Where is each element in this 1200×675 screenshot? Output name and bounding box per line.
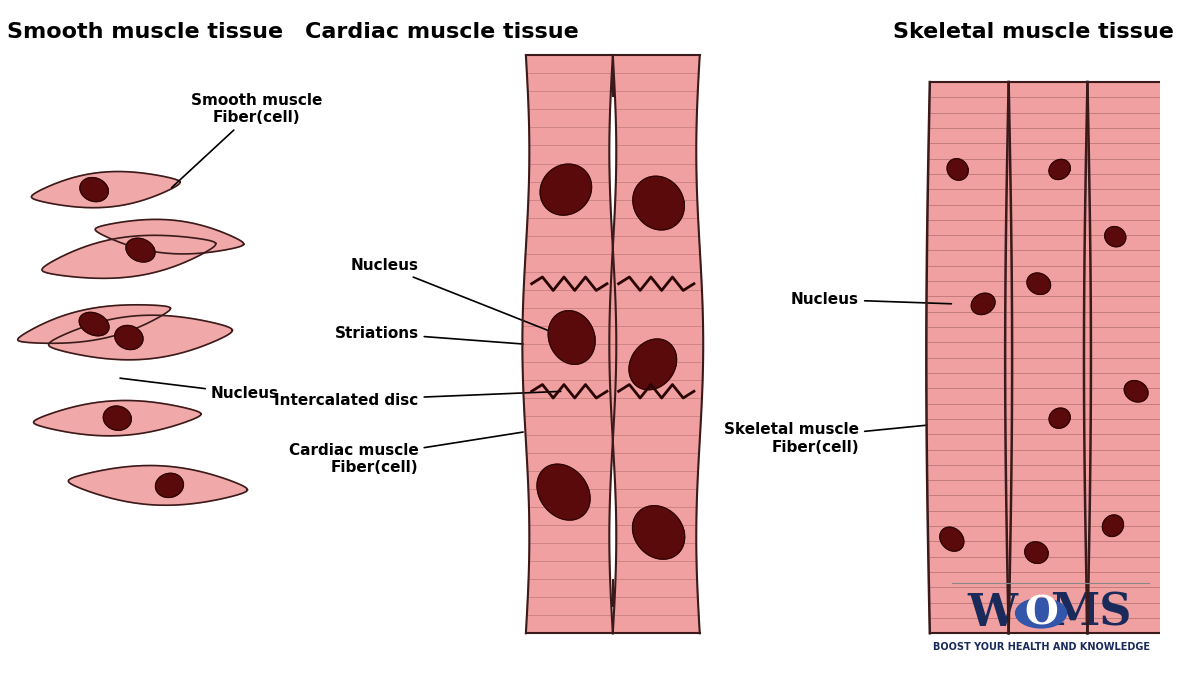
Circle shape — [1015, 598, 1067, 628]
Polygon shape — [632, 506, 685, 559]
Text: Intercalated disc: Intercalated disc — [275, 392, 560, 408]
Polygon shape — [632, 176, 684, 230]
Text: Nucleus: Nucleus — [350, 259, 563, 336]
Polygon shape — [538, 464, 590, 520]
Polygon shape — [103, 406, 131, 430]
Polygon shape — [947, 159, 968, 180]
Polygon shape — [49, 315, 233, 360]
Text: MS: MS — [1050, 591, 1132, 634]
Text: Skeletal muscle tissue: Skeletal muscle tissue — [893, 22, 1174, 42]
Text: W: W — [967, 591, 1018, 634]
Polygon shape — [1025, 542, 1048, 564]
Polygon shape — [540, 164, 592, 215]
Polygon shape — [68, 466, 247, 506]
Polygon shape — [31, 171, 180, 208]
Text: BOOST YOUR HEALTH AND KNOWLEDGE: BOOST YOUR HEALTH AND KNOWLEDGE — [932, 642, 1150, 652]
Polygon shape — [610, 55, 703, 633]
Text: O: O — [1025, 594, 1058, 632]
Polygon shape — [548, 310, 595, 364]
Polygon shape — [115, 325, 143, 350]
Polygon shape — [926, 82, 1012, 633]
Text: Cardiac muscle tissue: Cardiac muscle tissue — [305, 22, 578, 42]
Polygon shape — [34, 400, 202, 436]
Text: Smooth muscle tissue: Smooth muscle tissue — [7, 22, 283, 42]
Polygon shape — [1103, 515, 1123, 537]
Polygon shape — [940, 527, 964, 551]
Polygon shape — [1049, 159, 1070, 180]
Polygon shape — [42, 236, 216, 278]
Polygon shape — [18, 305, 170, 344]
Polygon shape — [156, 473, 184, 497]
Polygon shape — [971, 293, 995, 315]
Text: Nucleus: Nucleus — [120, 378, 278, 401]
Polygon shape — [1049, 408, 1070, 428]
Text: Nucleus: Nucleus — [791, 292, 952, 307]
Polygon shape — [1084, 82, 1170, 633]
Polygon shape — [1124, 381, 1148, 402]
Polygon shape — [1006, 82, 1091, 633]
Polygon shape — [522, 55, 617, 633]
Polygon shape — [79, 313, 109, 335]
Polygon shape — [95, 219, 244, 254]
Polygon shape — [1105, 227, 1126, 247]
Polygon shape — [126, 238, 155, 262]
Polygon shape — [80, 178, 108, 202]
Polygon shape — [1027, 273, 1050, 294]
Text: Cardiac muscle
Fiber(cell): Cardiac muscle Fiber(cell) — [289, 432, 523, 475]
Text: Striations: Striations — [335, 325, 523, 344]
Text: Smooth muscle
Fiber(cell): Smooth muscle Fiber(cell) — [172, 93, 322, 188]
Polygon shape — [629, 339, 677, 389]
Text: Skeletal muscle
Fiber(cell): Skeletal muscle Fiber(cell) — [724, 423, 928, 455]
